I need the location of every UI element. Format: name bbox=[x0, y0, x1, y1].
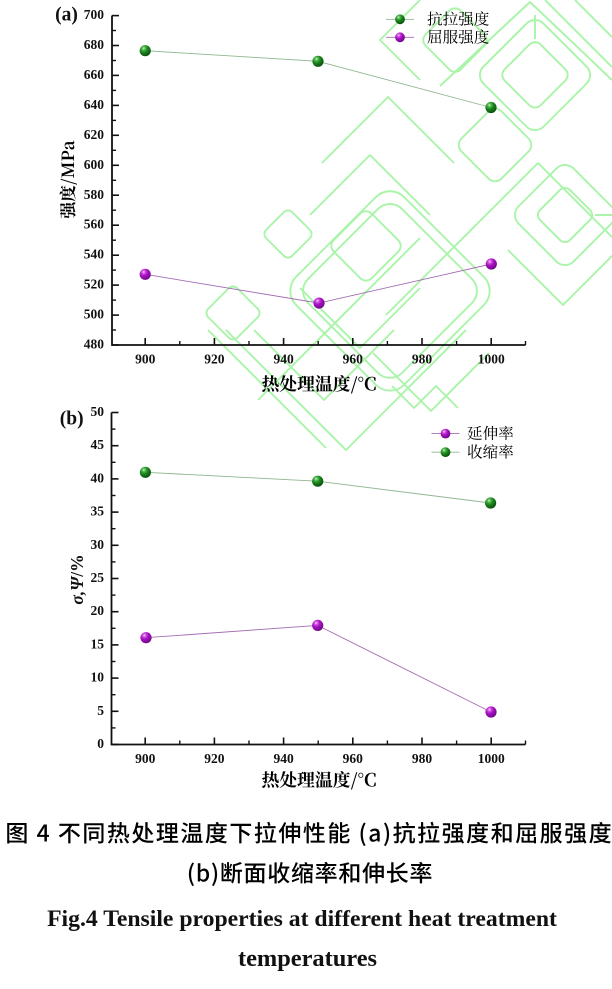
svg-text:520: 520 bbox=[84, 277, 105, 292]
svg-text:660: 660 bbox=[84, 67, 105, 82]
svg-text:40: 40 bbox=[91, 470, 105, 485]
svg-text:980: 980 bbox=[412, 751, 433, 766]
svg-text:960: 960 bbox=[343, 352, 364, 367]
svg-text:35: 35 bbox=[91, 504, 105, 519]
svg-text:700: 700 bbox=[84, 7, 105, 22]
svg-text:940: 940 bbox=[273, 352, 294, 367]
svg-text:480: 480 bbox=[84, 337, 105, 352]
svg-text:0: 0 bbox=[97, 736, 104, 751]
svg-text:15: 15 bbox=[91, 636, 105, 651]
svg-text:960: 960 bbox=[343, 751, 364, 766]
svg-text:10: 10 bbox=[91, 670, 105, 685]
svg-text:540: 540 bbox=[84, 247, 105, 262]
svg-text:45: 45 bbox=[91, 437, 105, 452]
svg-text:680: 680 bbox=[84, 37, 105, 52]
svg-text:σ,Ψ/%: σ,Ψ/% bbox=[67, 554, 87, 604]
svg-text:(a): (a) bbox=[55, 5, 78, 26]
svg-text:900: 900 bbox=[135, 751, 156, 766]
svg-text:920: 920 bbox=[204, 352, 225, 367]
svg-text:940: 940 bbox=[273, 751, 294, 766]
svg-text:500: 500 bbox=[84, 307, 105, 322]
svg-text:1000: 1000 bbox=[478, 751, 505, 766]
svg-text:30: 30 bbox=[91, 537, 105, 552]
svg-text:Fig.4 Tensile properties at di: Fig.4 Tensile properties at different he… bbox=[47, 906, 557, 932]
svg-text:600: 600 bbox=[84, 157, 105, 172]
svg-text:580: 580 bbox=[84, 187, 105, 202]
svg-text:900: 900 bbox=[135, 352, 156, 367]
svg-text:20: 20 bbox=[91, 603, 105, 618]
svg-text:25: 25 bbox=[91, 570, 105, 585]
svg-text:(b): (b) bbox=[60, 409, 84, 430]
svg-text:50: 50 bbox=[91, 404, 105, 419]
svg-text:560: 560 bbox=[84, 217, 105, 232]
svg-text:920: 920 bbox=[204, 751, 225, 766]
svg-text:640: 640 bbox=[84, 97, 105, 112]
svg-text:1000: 1000 bbox=[478, 352, 505, 367]
svg-text:980: 980 bbox=[412, 352, 433, 367]
svg-text:temperatures: temperatures bbox=[238, 945, 377, 972]
svg-text:620: 620 bbox=[84, 127, 105, 142]
svg-text:5: 5 bbox=[97, 703, 104, 718]
